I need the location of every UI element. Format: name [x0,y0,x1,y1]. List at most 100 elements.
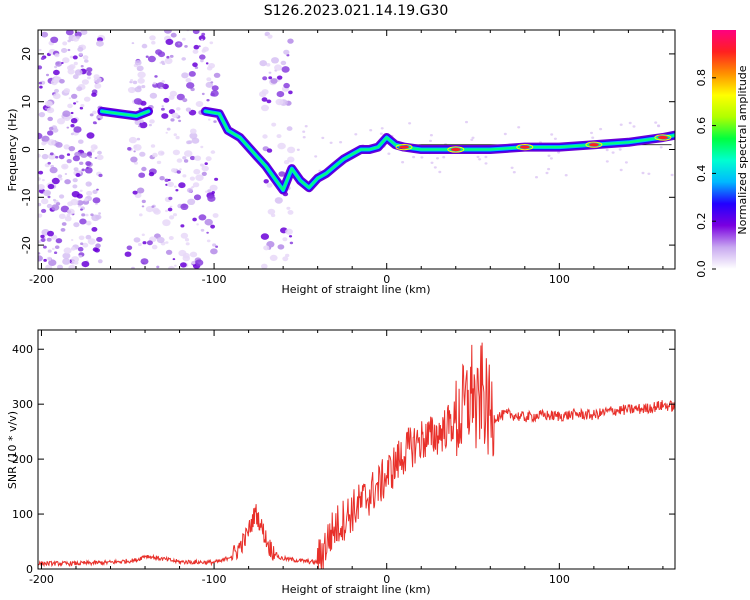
noise-blob [70,118,78,124]
signal-peak [399,145,409,149]
noise-blob [131,266,135,269]
y-tick-label: 20 [20,47,33,61]
noise-blob [189,251,198,258]
noise-blob [161,62,166,65]
noise-blob [210,81,214,84]
noise-blob [46,237,52,242]
signal-peak-ring [585,141,603,148]
noise-blob [408,122,412,125]
noise-blob [200,38,204,41]
noise-blob [198,214,207,221]
noise-blob [553,137,557,140]
noise-blob [63,115,71,121]
noise-blob [76,86,83,92]
noise-blob [198,45,201,48]
noise-blob [47,230,54,237]
noise-blob [91,227,98,232]
noise-blob [185,242,190,246]
noise-blob [149,119,155,124]
noise-blob [48,153,56,160]
noise-blob [145,55,149,58]
noise-blob [91,92,97,97]
noise-blob [599,127,603,131]
noise-blob [182,156,187,160]
noise-blob [185,78,192,83]
noise-blob [591,136,595,139]
noise-blob [82,242,89,248]
noise-blob [95,202,98,206]
noise-blob [54,53,60,58]
noise-blob [75,100,79,103]
noise-blob [67,48,71,52]
noise-blob [618,148,622,151]
noise-blob [283,49,290,55]
noise-blob [659,146,663,149]
noise-blob [127,86,136,94]
noise-blob [270,78,278,84]
noise-blob [60,228,66,232]
noise-blob [547,167,551,171]
noise-blob [176,158,183,163]
noise-blob [130,79,134,82]
noise-blob [148,171,155,177]
noise-blob [278,171,286,177]
noise-blob [153,208,161,215]
noise-blob [151,40,156,45]
snr-x-ticks: -200 -100 0 100 [29,330,664,586]
noise-blob [55,142,63,148]
noise-blob [132,80,138,85]
noise-blob [430,161,434,164]
noise-blob [68,146,76,152]
figure-title: S126.2023.021.14.19.G30 [264,3,449,19]
noise-blob [47,116,53,122]
noise-blob [206,239,211,243]
noise-blob [288,235,293,238]
noise-blob [182,98,188,103]
noise-blob [271,57,279,64]
noise-blob [287,146,296,154]
noise-blob [81,168,85,172]
colorbar-tick-label: 0.8 [695,69,708,87]
noise-blob [178,119,182,123]
noise-blob [96,188,99,191]
signal-peak [588,143,599,147]
noise-blob [54,88,59,93]
noise-blob [213,120,217,123]
noise-blob [177,42,181,45]
noise-blob [83,198,89,202]
noise-blob [619,123,623,126]
noise-blob [192,49,199,54]
noise-blob [285,253,290,258]
noise-blob [92,189,98,194]
noise-blob [281,66,290,73]
y-tick-label: 0 [20,146,33,153]
noise-blob [168,265,175,269]
noise-blob [96,154,104,161]
noise-blob [274,197,283,204]
noise-blob [46,256,52,261]
noise-blob [38,153,41,158]
noise-blob [182,174,187,178]
noise-blob [166,55,170,59]
noise-blob [267,34,273,39]
noise-blob [47,195,51,199]
noise-blob [369,129,373,132]
noise-blob [401,161,405,164]
noise-blob [380,127,384,130]
noise-blob [47,139,56,146]
noise-blob [159,176,165,181]
noise-blob [329,141,333,144]
noise-blob [470,138,474,141]
noise-blob [77,47,84,52]
noise-blob [304,125,308,128]
noise-blob [45,100,53,107]
noise-blob [86,132,95,139]
noise-blob [168,236,174,240]
noise-blob [73,167,79,172]
noise-blob [79,106,84,110]
noise-blob [289,241,294,245]
noise-blob [263,245,270,251]
noise-blob [156,236,165,244]
noise-blob [169,54,174,58]
noise-blob [550,133,554,136]
